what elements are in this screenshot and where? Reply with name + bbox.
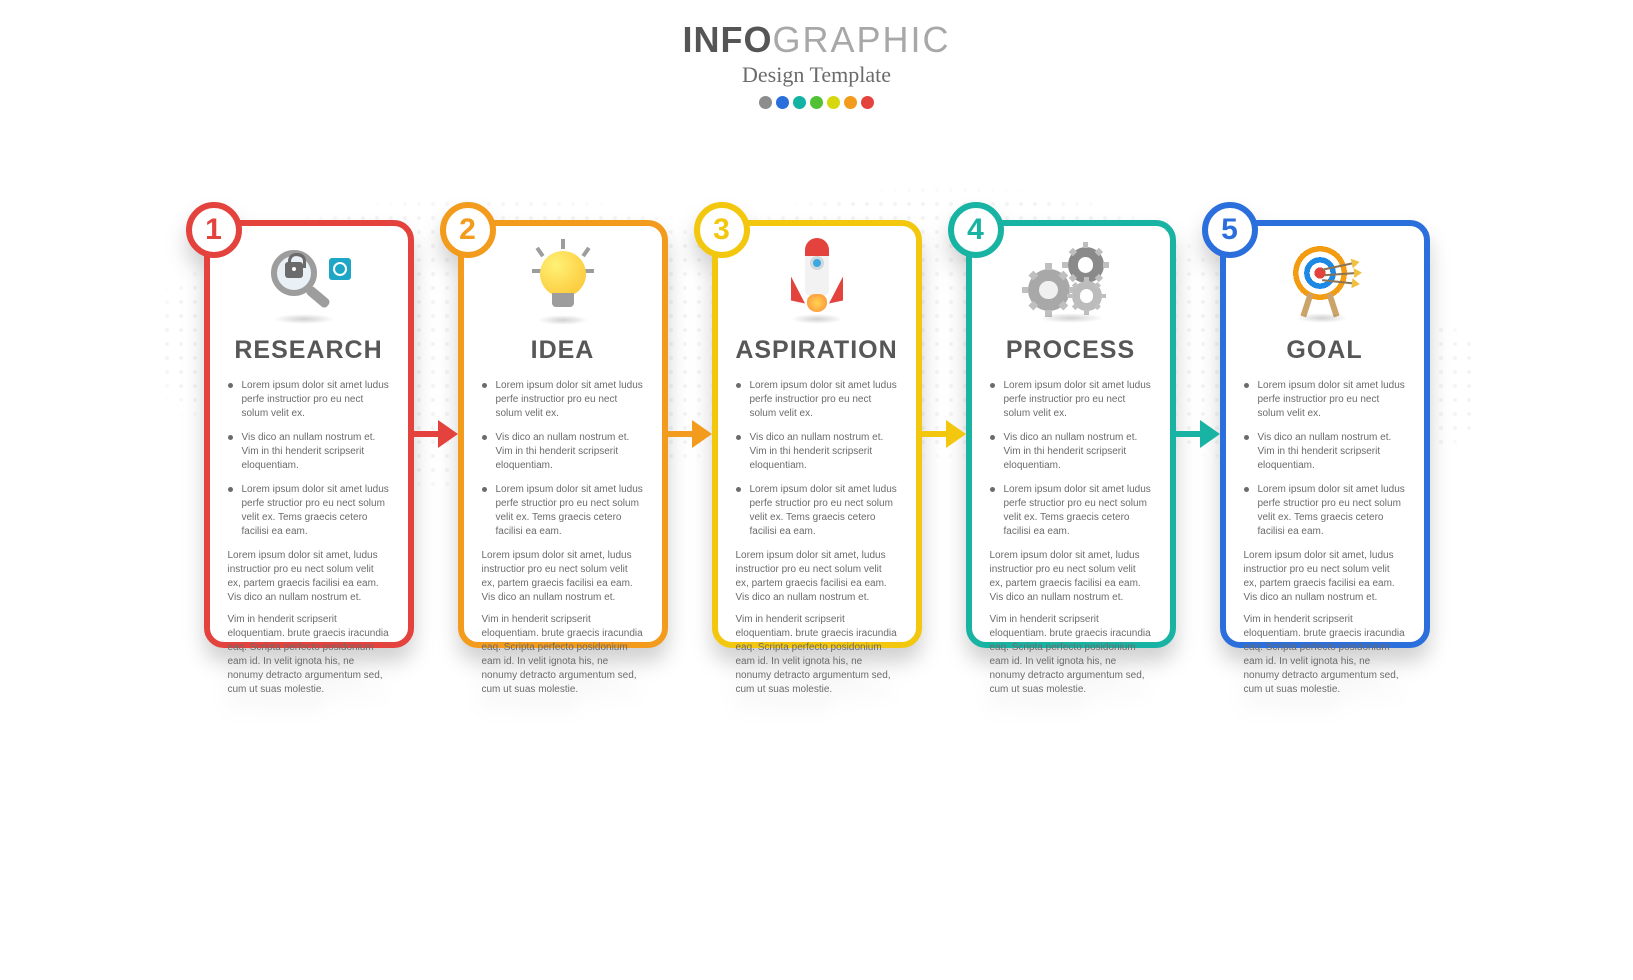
card-body: Lorem ipsum dolor sit amet ludus perfe i…: [210, 365, 408, 715]
bullet-item: Lorem ipsum dolor sit amet ludus perfe i…: [990, 379, 1152, 421]
card-wrap: 3ASPIRATIONLorem ipsum dolor sit amet lu…: [712, 220, 966, 648]
lightbulb-icon: [528, 239, 598, 323]
step-number-badge: 1: [186, 202, 242, 258]
card-paragraph: Lorem ipsum dolor sit amet, ludus instru…: [736, 549, 898, 605]
bullet-item: Vis dico an nullam nostrum et. Vim in th…: [482, 431, 644, 473]
card-title: RESEARCH: [210, 336, 408, 365]
color-dots: [0, 96, 1633, 109]
bullet-item: Lorem ipsum dolor sit amet ludus perfe i…: [736, 379, 898, 421]
research-icon: [267, 244, 351, 318]
card-bullets: Lorem ipsum dolor sit amet ludus perfe i…: [482, 379, 644, 539]
card-paragraph: Lorem ipsum dolor sit amet, ludus instru…: [228, 549, 390, 605]
card-title: PROCESS: [972, 336, 1170, 365]
step-card: 2IDEALorem ipsum dolor sit amet ludus pe…: [458, 220, 668, 648]
step-card: 4PROCESSLorem ipsum dolor sit amet ludus…: [966, 220, 1176, 648]
card-paragraph: Vim in henderit scripserit eloquentiam. …: [1244, 613, 1406, 697]
card-body: Lorem ipsum dolor sit amet ludus perfe i…: [718, 365, 916, 715]
bullet-item: Lorem ipsum dolor sit amet ludus perfe s…: [990, 483, 1152, 539]
cards-row: 1RESEARCHLorem ipsum dolor sit amet ludu…: [0, 220, 1633, 648]
color-dot: [759, 96, 772, 109]
card-paragraph: Lorem ipsum dolor sit amet, ludus instru…: [990, 549, 1152, 605]
title-light: GRAPHIC: [772, 19, 950, 60]
card-bullets: Lorem ipsum dolor sit amet ludus perfe i…: [990, 379, 1152, 539]
page-subtitle: Design Template: [0, 62, 1633, 88]
card-icon-slot: [1226, 226, 1424, 336]
card-wrap: 5GOALLorem ipsum dolor sit amet ludus pe…: [1220, 220, 1430, 648]
card-paragraph: Vim in henderit scripserit eloquentiam. …: [990, 613, 1152, 697]
step-card: 5GOALLorem ipsum dolor sit amet ludus pe…: [1220, 220, 1430, 648]
card-paragraph: Lorem ipsum dolor sit amet, ludus instru…: [482, 549, 644, 605]
flow-arrow-icon: [666, 420, 714, 448]
card-paragraph: Lorem ipsum dolor sit amet, ludus instru…: [1244, 549, 1406, 605]
color-dot: [844, 96, 857, 109]
bullet-item: Vis dico an nullam nostrum et. Vim in th…: [228, 431, 390, 473]
card-body: Lorem ipsum dolor sit amet ludus perfe i…: [1226, 365, 1424, 715]
target-icon: [1284, 241, 1366, 321]
card-wrap: 1RESEARCHLorem ipsum dolor sit amet ludu…: [204, 220, 458, 648]
bullet-item: Lorem ipsum dolor sit amet ludus perfe s…: [736, 483, 898, 539]
color-dot: [793, 96, 806, 109]
step-number-badge: 2: [440, 202, 496, 258]
step-number-badge: 5: [1202, 202, 1258, 258]
bullet-item: Lorem ipsum dolor sit amet ludus perfe i…: [1244, 379, 1406, 421]
card-wrap: 4PROCESSLorem ipsum dolor sit amet ludus…: [966, 220, 1220, 648]
step-number-badge: 3: [694, 202, 750, 258]
card-icon-slot: [718, 226, 916, 336]
bullet-item: Vis dico an nullam nostrum et. Vim in th…: [1244, 431, 1406, 473]
bullet-item: Lorem ipsum dolor sit amet ludus perfe i…: [482, 379, 644, 421]
card-bullets: Lorem ipsum dolor sit amet ludus perfe i…: [1244, 379, 1406, 539]
card-title: GOAL: [1226, 336, 1424, 365]
rocket-icon: [777, 238, 857, 324]
card-paragraph: Vim in henderit scripserit eloquentiam. …: [736, 613, 898, 697]
bullet-item: Lorem ipsum dolor sit amet ludus perfe s…: [228, 483, 390, 539]
color-dot: [810, 96, 823, 109]
card-paragraph: Vim in henderit scripserit eloquentiam. …: [482, 613, 644, 697]
bullet-item: Vis dico an nullam nostrum et. Vim in th…: [990, 431, 1152, 473]
gears-icon: [1026, 243, 1116, 319]
color-dot: [827, 96, 840, 109]
flow-arrow-icon: [412, 420, 460, 448]
bullet-item: Lorem ipsum dolor sit amet ludus perfe s…: [1244, 483, 1406, 539]
bullet-item: Lorem ipsum dolor sit amet ludus perfe i…: [228, 379, 390, 421]
card-title: ASPIRATION: [718, 336, 916, 365]
card-paragraph: Vim in henderit scripserit eloquentiam. …: [228, 613, 390, 697]
card-icon-slot: [464, 226, 662, 336]
card-bullets: Lorem ipsum dolor sit amet ludus perfe i…: [228, 379, 390, 539]
card-title: IDEA: [464, 336, 662, 365]
flow-arrow-icon: [1174, 420, 1222, 448]
flow-arrow-icon: [920, 420, 968, 448]
header: INFOGRAPHIC Design Template: [0, 0, 1633, 109]
step-number-badge: 4: [948, 202, 1004, 258]
color-dot: [861, 96, 874, 109]
card-wrap: 2IDEALorem ipsum dolor sit amet ludus pe…: [458, 220, 712, 648]
bullet-item: Vis dico an nullam nostrum et. Vim in th…: [736, 431, 898, 473]
card-body: Lorem ipsum dolor sit amet ludus perfe i…: [972, 365, 1170, 715]
card-icon-slot: [972, 226, 1170, 336]
title-bold: INFO: [682, 19, 772, 60]
card-body: Lorem ipsum dolor sit amet ludus perfe i…: [464, 365, 662, 715]
card-bullets: Lorem ipsum dolor sit amet ludus perfe i…: [736, 379, 898, 539]
bullet-item: Lorem ipsum dolor sit amet ludus perfe s…: [482, 483, 644, 539]
page-title: INFOGRAPHIC: [0, 22, 1633, 58]
card-icon-slot: [210, 226, 408, 336]
step-card: 3ASPIRATIONLorem ipsum dolor sit amet lu…: [712, 220, 922, 648]
color-dot: [776, 96, 789, 109]
step-card: 1RESEARCHLorem ipsum dolor sit amet ludu…: [204, 220, 414, 648]
